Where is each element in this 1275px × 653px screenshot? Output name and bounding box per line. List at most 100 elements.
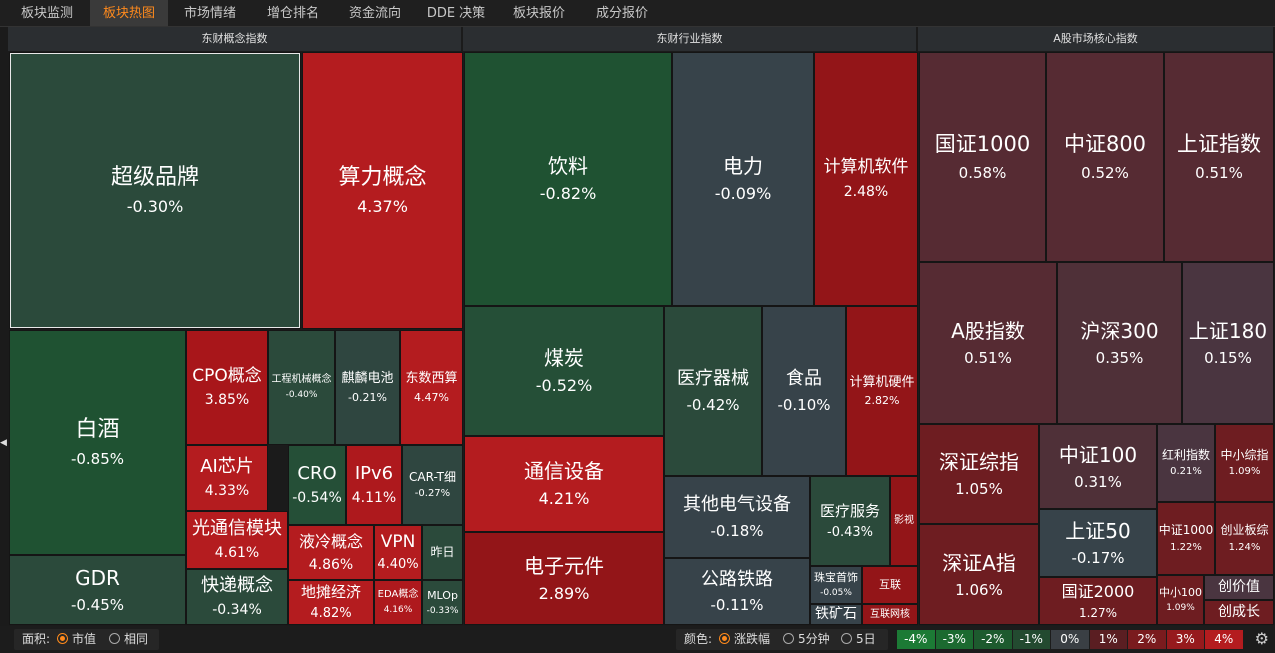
cell-change-pct: 0.51% — [964, 349, 1012, 367]
cell-name: 电力 — [723, 154, 763, 179]
heatmap-cell[interactable]: 国证1000 0.58% — [919, 52, 1046, 262]
tab-market-sentiment[interactable]: 市场情绪 — [183, 6, 236, 21]
heatmap-cell[interactable]: 计算机软件 2.48% — [814, 52, 918, 306]
heatmap-cell[interactable]: 医疗服务 -0.43% — [810, 476, 890, 566]
area-radio-market-cap[interactable] — [57, 633, 68, 644]
tab-sector-heatmap[interactable]: 板块热图 — [90, 0, 168, 26]
heatmap-cell[interactable]: 算力概念 4.37% — [302, 52, 463, 329]
cell-change-pct: -0.42% — [686, 395, 740, 414]
color-radio-5day[interactable] — [841, 633, 852, 644]
area-selector: 面积: 市值 相同 — [14, 629, 159, 650]
heatmap-cell[interactable]: 电子元件 2.89% — [464, 532, 664, 625]
heatmap-cell[interactable]: 深证综指 1.05% — [919, 424, 1039, 524]
heatmap-cell[interactable]: 计算机硬件 2.82% — [846, 306, 918, 476]
heatmap-cell[interactable]: 其他电气设备 -0.18% — [664, 476, 810, 558]
heatmap-cell[interactable]: CRO -0.54% — [288, 445, 346, 525]
heatmap-cell[interactable]: 电力 -0.09% — [672, 52, 814, 306]
heatmap-cell[interactable]: 上证180 0.15% — [1182, 262, 1274, 424]
tab-sector-quote[interactable]: 板块报价 — [512, 6, 565, 21]
heatmap-cell[interactable]: 快递概念 -0.34% — [186, 569, 288, 625]
heatmap-cell[interactable]: 铁矿石 — [810, 604, 862, 625]
cell-change-pct: 4.82% — [310, 606, 352, 622]
heatmap-cell[interactable]: CAR-T细 -0.27% — [402, 445, 463, 525]
cell-name: 算力概念 — [338, 164, 427, 190]
cell-name: 中证800 — [1063, 132, 1147, 157]
heatmap-cell[interactable]: 东数西算 4.47% — [400, 330, 463, 445]
color-option-change[interactable]: 涨跌幅 — [734, 632, 771, 646]
cell-change-pct: 1.05% — [955, 480, 1003, 498]
heatmap-cell[interactable]: 饮料 -0.82% — [464, 52, 672, 306]
color-radio-5min[interactable] — [783, 633, 794, 644]
heatmap-cell[interactable]: VPN 4.40% — [374, 525, 422, 580]
area-radio-equal[interactable] — [109, 633, 120, 644]
cell-name: 上证180 — [1188, 319, 1268, 343]
tab-sector-monitor[interactable]: 板块监测 — [20, 6, 73, 21]
tab-position-ranking[interactable]: 增仓排名 — [266, 6, 319, 21]
heatmap-cell[interactable]: 互联 — [862, 566, 918, 604]
cell-name: A股指数 — [951, 319, 1025, 343]
cell-change-pct: -0.10% — [777, 395, 831, 414]
heatmap-cell[interactable]: 麒麟电池 -0.21% — [335, 330, 400, 445]
heatmap-cell[interactable]: 工程机械概念 -0.40% — [268, 330, 335, 445]
heatmap-cell[interactable]: MLOp -0.33% — [422, 580, 463, 625]
cell-name: MLOp — [427, 588, 458, 602]
heatmap-cell[interactable]: 互联网核 — [862, 604, 918, 625]
heatmap-cell[interactable]: 上证指数 0.51% — [1164, 52, 1274, 262]
gear-icon[interactable]: ⚙ — [1254, 629, 1269, 648]
heatmap-cell[interactable]: 地摊经济 4.82% — [288, 580, 374, 625]
heatmap-cell[interactable]: AI芯片 4.33% — [186, 445, 268, 511]
heatmap-cell[interactable]: 中证800 0.52% — [1046, 52, 1164, 262]
heatmap-cell[interactable]: 珠宝首饰 -0.05% — [810, 566, 862, 604]
heatmap-cell[interactable]: 创业板综 1.24% — [1215, 502, 1274, 575]
cell-name: 麒麟电池 — [341, 371, 394, 387]
heatmap-cell[interactable]: IPv6 4.11% — [346, 445, 402, 525]
heatmap-cell[interactable]: GDR -0.45% — [9, 555, 186, 625]
cell-change-pct: 1.09% — [1166, 603, 1195, 614]
cell-name: 快递概念 — [201, 574, 273, 596]
cell-change-pct: 4.86% — [308, 556, 354, 573]
heatmap-cell[interactable]: 昨日 — [422, 525, 463, 580]
tab-capital-flow[interactable]: 资金流向 — [348, 6, 401, 21]
area-option-market-cap[interactable]: 市值 — [72, 632, 97, 646]
heatmap-cell[interactable]: 国证2000 1.27% — [1039, 577, 1157, 625]
heatmap-cell[interactable]: 深证A指 1.06% — [919, 524, 1039, 625]
color-option-5day[interactable]: 5日 — [856, 632, 876, 646]
heatmap-cell[interactable]: 食品 -0.10% — [762, 306, 846, 476]
heatmap-cell[interactable]: 创价值 — [1204, 575, 1274, 600]
heatmap-cell[interactable]: 中小综指 1.09% — [1215, 424, 1274, 502]
heatmap-cell[interactable]: 上证50 -0.17% — [1039, 509, 1157, 577]
color-option-5min[interactable]: 5分钟 — [798, 632, 830, 646]
cell-name: 红利指数 — [1161, 447, 1210, 462]
cell-name: CAR-T细 — [409, 469, 456, 484]
heatmap-cell[interactable]: 煤炭 -0.52% — [464, 306, 664, 436]
heatmap-cell[interactable]: 红利指数 0.21% — [1157, 424, 1215, 502]
legend-swatch: 4% — [1205, 630, 1243, 649]
heatmap-cell[interactable]: A股指数 0.51% — [919, 262, 1057, 424]
tab-component-quote[interactable]: 成分报价 — [595, 6, 648, 21]
heatmap-cell[interactable]: 通信设备 4.21% — [464, 436, 664, 532]
cell-name: 珠宝首饰 — [814, 571, 858, 584]
cell-name: 深证A指 — [942, 550, 1016, 575]
heatmap-cell[interactable]: 中证1000 1.22% — [1157, 502, 1215, 575]
heatmap-cell[interactable]: 沪深300 0.35% — [1057, 262, 1182, 424]
collapse-arrow-icon[interactable]: ◀ — [0, 438, 7, 448]
heatmap-cell[interactable]: CPO概念 3.85% — [186, 330, 268, 445]
heatmap-cell[interactable]: 白酒 -0.85% — [9, 330, 186, 555]
heatmap-cell[interactable]: 创成长 — [1204, 600, 1274, 625]
heatmap-cell[interactable]: 中小100 1.09% — [1157, 575, 1204, 625]
tab-dde-decision[interactable]: DDE 决策 — [426, 6, 486, 21]
heatmap-cell[interactable]: 影视 — [890, 476, 918, 566]
heatmap-cell[interactable]: 超级品牌 -0.30% — [9, 52, 301, 329]
area-option-equal[interactable]: 相同 — [124, 632, 149, 646]
heatmap-cell[interactable]: 液冷概念 4.86% — [288, 525, 374, 580]
heatmap-cell[interactable]: 光通信模块 4.61% — [186, 511, 288, 569]
heatmap-cell[interactable]: 中证100 0.31% — [1039, 424, 1157, 509]
heatmap-cell[interactable]: 公路铁路 -0.11% — [664, 558, 810, 625]
cell-name: 液冷概念 — [298, 531, 363, 551]
cell-change-pct: -0.18% — [710, 521, 764, 540]
heatmap-cell[interactable]: EDA概念 4.16% — [374, 580, 422, 625]
cell-change-pct: 1.22% — [1170, 541, 1202, 553]
color-radio-change[interactable] — [719, 633, 730, 644]
heatmap-cell[interactable]: 医疗器械 -0.42% — [664, 306, 762, 476]
cell-change-pct: 4.61% — [214, 545, 260, 562]
